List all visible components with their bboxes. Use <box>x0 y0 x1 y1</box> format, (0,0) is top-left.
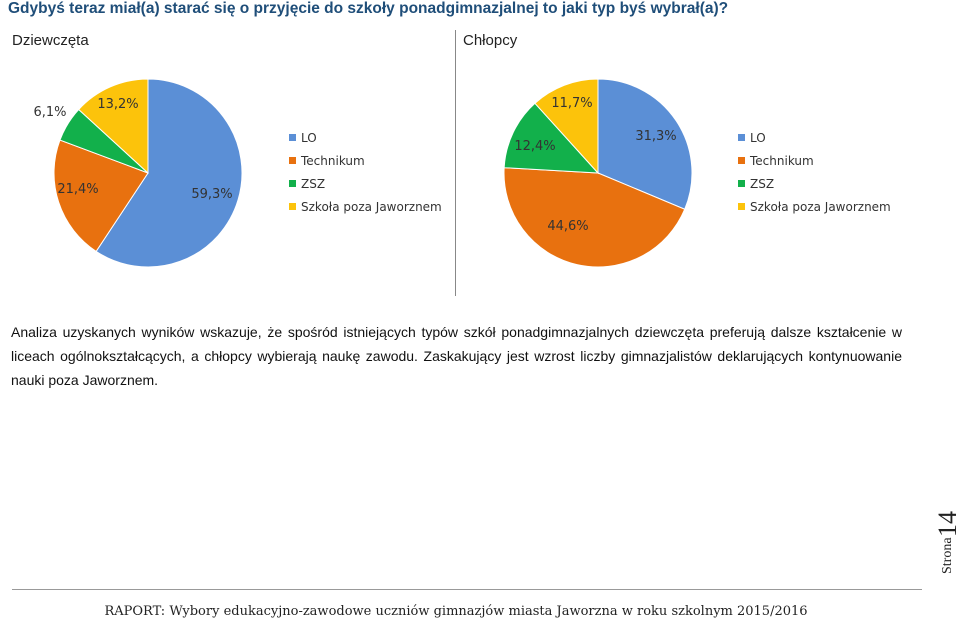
pie-slice-zsz <box>503 102 600 174</box>
legend-item-lo: LO <box>738 126 891 149</box>
chart-divider <box>455 30 456 296</box>
data-label-technikum: 21,4% <box>57 182 98 197</box>
boys-legend: LO Technikum ZSZ Szkoła poza Jaworznem <box>738 126 891 218</box>
pie-slice-poza <box>534 78 599 175</box>
footer-text: RAPORT: Wybory edukacyjno-zawodowe uczni… <box>104 604 808 619</box>
legend-label: Technikum <box>301 153 365 168</box>
analysis-paragraph: Analiza uzyskanych wyników wskazuje, że … <box>11 324 902 388</box>
data-label-poza: 11,7% <box>551 96 592 111</box>
legend-swatch <box>289 203 296 210</box>
legend-swatch <box>289 157 296 164</box>
legend-swatch <box>738 203 745 210</box>
data-label-poza: 13,2% <box>97 97 138 112</box>
chart-title-boys: Chłopcy <box>463 32 518 49</box>
data-label-technikum: 44,6% <box>547 219 588 234</box>
girls-legend: LO Technikum ZSZ Szkoła poza Jaworznem <box>289 126 442 218</box>
legend-label: Szkoła poza Jaworznem <box>750 199 891 214</box>
pie-slice-lo <box>95 78 243 268</box>
legend-swatch <box>738 157 745 164</box>
legend-label: Szkoła poza Jaworznem <box>301 199 442 214</box>
legend-label: ZSZ <box>750 176 775 191</box>
legend-label: ZSZ <box>301 176 326 191</box>
pie-slice-poza <box>77 78 149 175</box>
legend-label: Technikum <box>750 153 814 168</box>
legend-item-technikum: Technikum <box>289 149 442 172</box>
page-word: Strona <box>940 537 955 574</box>
legend-swatch <box>289 134 296 141</box>
legend-label: LO <box>750 130 766 145</box>
boys-pie-chart: 31,3% 44,6% 12,4% 11,7% <box>503 78 693 268</box>
legend-item-zsz: ZSZ <box>738 172 891 195</box>
legend-item-zsz: ZSZ <box>289 172 442 195</box>
question-title: Gdybyś teraz miał(a) starać się o przyję… <box>8 0 729 17</box>
data-label-zsz: 6,1% <box>33 105 66 120</box>
legend-swatch <box>289 180 296 187</box>
legend-label: LO <box>301 130 317 145</box>
footer-divider <box>12 589 922 590</box>
page-number: 14 <box>933 511 960 538</box>
girls-pie-chart: 59,3% 21,4% 6,1% 13,2% <box>33 78 243 268</box>
legend-swatch <box>738 180 745 187</box>
pie-slice-lo <box>597 78 693 210</box>
pie-slice-technikum <box>53 139 149 253</box>
legend-item-technikum: Technikum <box>738 149 891 172</box>
legend-item-poza: Szkoła poza Jaworznem <box>738 195 891 218</box>
data-label-lo: 31,3% <box>635 129 676 144</box>
page-number-label: Strona 14 <box>933 496 960 574</box>
data-label-lo: 59,3% <box>191 187 232 202</box>
legend-swatch <box>738 134 745 141</box>
legend-item-lo: LO <box>289 126 442 149</box>
pie-slice-technikum <box>503 167 686 268</box>
chart-title-girls: Dziewczęta <box>12 32 89 49</box>
legend-item-poza: Szkoła poza Jaworznem <box>289 195 442 218</box>
data-label-zsz: 12,4% <box>514 139 555 154</box>
